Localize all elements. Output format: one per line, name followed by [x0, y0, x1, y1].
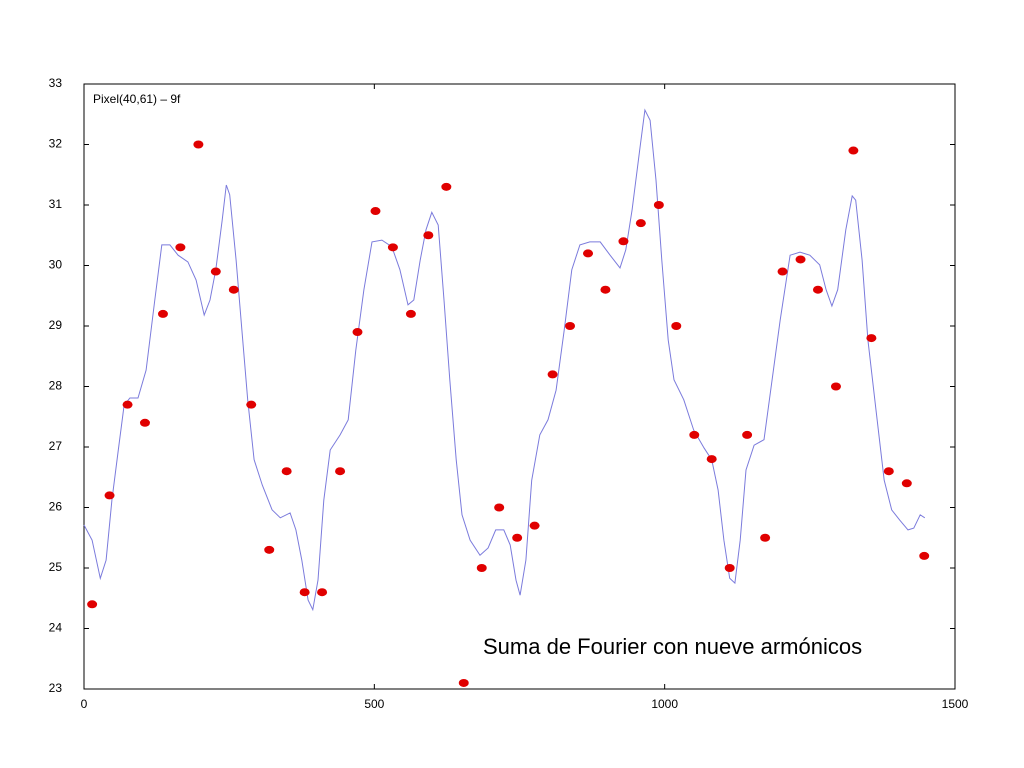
data-point [157, 309, 168, 318]
data-point [883, 467, 894, 476]
data-point [653, 201, 664, 209]
data-point [512, 533, 523, 542]
data-point [139, 418, 150, 427]
data-point [87, 600, 98, 609]
y-tick-label: 26 [49, 500, 63, 514]
data-point [583, 249, 594, 258]
data-point [901, 479, 912, 488]
data-point [600, 285, 611, 294]
data-point [335, 467, 346, 476]
data-point [671, 322, 682, 330]
plot-frame [83, 83, 956, 690]
y-tick-label: 33 [49, 76, 63, 90]
data-point [830, 382, 841, 391]
data-point [724, 564, 735, 572]
x-tick-label: 1000 [651, 697, 678, 711]
data-point [547, 370, 558, 379]
data-point [529, 521, 540, 530]
data-point [264, 545, 275, 554]
data-point [228, 285, 239, 294]
x-tick-label: 500 [364, 697, 384, 711]
data-point [795, 255, 806, 264]
data-point [281, 467, 292, 476]
y-tick-label: 32 [49, 137, 63, 151]
data-point [352, 328, 363, 337]
data-point [565, 322, 576, 330]
data-point [175, 243, 186, 252]
data-point [246, 400, 257, 409]
data-point [441, 182, 452, 191]
data-point [618, 237, 629, 246]
y-tick-label: 25 [49, 560, 63, 574]
x-tick-label: 1500 [942, 697, 969, 711]
data-point [405, 309, 416, 318]
data-point [866, 334, 877, 343]
fourier-line [83, 108, 926, 612]
data-point [458, 678, 469, 687]
data-point [706, 455, 717, 464]
data-point [387, 243, 398, 252]
data-point [122, 400, 133, 409]
data-point [317, 588, 328, 597]
data-point [848, 146, 859, 155]
x-tick-label: 0 [81, 697, 88, 711]
data-point [193, 140, 204, 149]
data-point [777, 267, 788, 276]
data-point [689, 430, 700, 439]
y-tick-label: 31 [49, 197, 63, 211]
y-tick-label: 27 [49, 439, 63, 453]
annotation: Suma de Fourier con nueve armónicos [483, 634, 862, 659]
data-point [104, 491, 115, 500]
data-point [370, 207, 381, 216]
data-point [210, 267, 221, 276]
data-point [760, 533, 771, 542]
data-point [494, 503, 505, 512]
data-point [476, 564, 487, 572]
y-tick-label: 28 [49, 379, 63, 393]
y-tick-label: 30 [49, 258, 63, 272]
data-point [423, 231, 434, 240]
data-point [635, 219, 646, 228]
data-point [812, 285, 823, 294]
y-tick-label: 29 [49, 318, 63, 332]
annotation: Pixel(40,61) – 9f [93, 92, 181, 106]
y-tick-label: 23 [49, 681, 63, 695]
data-point [742, 430, 753, 439]
y-tick-label: 24 [49, 621, 63, 635]
data-point [919, 551, 930, 560]
data-point [299, 588, 310, 597]
